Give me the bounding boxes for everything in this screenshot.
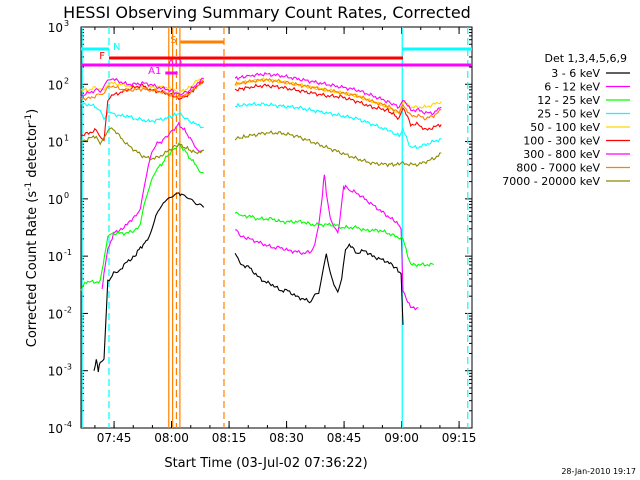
y-axis-label-part: Corrected Count Rate (s xyxy=(25,191,40,348)
series-line xyxy=(80,79,204,102)
series-line xyxy=(80,142,204,291)
y-tick-label: 10 xyxy=(48,136,63,150)
y-tick-exponent: 3 xyxy=(64,19,69,28)
y-tick-label: 10 xyxy=(48,193,63,207)
y-axis-label-sup: -1 xyxy=(24,114,34,123)
series-lines xyxy=(80,71,442,373)
series-line xyxy=(80,78,205,97)
series-line xyxy=(234,78,442,121)
legend-label: 300 - 800 keV xyxy=(523,148,600,161)
series-line xyxy=(93,192,205,373)
series-line xyxy=(235,174,419,311)
flag-label: AD xyxy=(168,58,183,69)
legend-label: 6 - 12 keV xyxy=(544,81,600,94)
series-line xyxy=(80,127,204,161)
x-tick-label: 08:15 xyxy=(212,431,247,445)
series-line xyxy=(234,101,442,150)
legend-label: 3 - 6 keV xyxy=(551,67,600,80)
x-tick-label: 07:45 xyxy=(97,431,132,445)
legend-label: 50 - 100 keV xyxy=(530,121,600,134)
y-axis-label-part: detector xyxy=(25,122,40,182)
x-tick-label: 09:15 xyxy=(442,431,477,445)
series-line xyxy=(80,81,205,142)
chart-title: HESSI Observing Summary Count Rates, Cor… xyxy=(63,3,471,22)
flag-label: A1 xyxy=(148,66,161,77)
y-axis-label: Corrected Count Rate (s-1 detector-1) xyxy=(24,109,40,347)
series-line xyxy=(80,102,204,129)
series-line xyxy=(234,83,442,131)
y-tick-exponent: -1 xyxy=(64,248,72,257)
flag-label: N xyxy=(113,42,120,53)
flag-label: S xyxy=(170,35,176,46)
y-tick-label: 10 xyxy=(48,21,63,35)
plot-frame xyxy=(80,26,473,429)
y-tick-label: 10 xyxy=(48,78,63,92)
series-line xyxy=(234,211,434,268)
y-tick-exponent: 2 xyxy=(64,76,69,85)
series-line xyxy=(234,77,442,113)
y-tick-label: 10 xyxy=(48,365,63,379)
x-tick-label: 08:45 xyxy=(327,431,362,445)
series-line xyxy=(234,243,404,325)
series-line xyxy=(234,71,442,116)
x-tick-label: 09:00 xyxy=(384,431,419,445)
y-tick-exponent: 0 xyxy=(64,191,69,200)
legend-label: 800 - 7000 keV xyxy=(516,162,600,175)
x-tick-labels: 07:45 08:00 08:15 08:30 08:45 09:00 09:15 xyxy=(97,431,477,445)
y-tick-label: 10 xyxy=(48,422,63,436)
y-axis-label-part: ) xyxy=(25,109,40,114)
legend-label: 7000 - 20000 keV xyxy=(502,175,600,188)
legend-label: 25 - 50 keV xyxy=(537,108,600,121)
flag-bars: S NF AD A1 xyxy=(81,35,472,77)
legend-label: 100 - 300 keV xyxy=(523,135,600,148)
timestamp-footer: 28-Jan-2010 19:17 xyxy=(561,467,636,476)
y-tick-exponent: 1 xyxy=(64,134,69,143)
y-axis-label-sup: -1 xyxy=(24,182,34,191)
y-tick-exponent: -4 xyxy=(64,420,72,429)
x-axis-label: Start Time (03-Jul-02 07:36:22) xyxy=(164,456,367,471)
flag-label: F xyxy=(99,51,105,62)
plot-area xyxy=(80,26,473,429)
x-tick-label: 08:30 xyxy=(269,431,304,445)
legend-title: Det 1,3,4,5,6,9 xyxy=(544,52,627,65)
y-tick-label: 10 xyxy=(48,250,63,264)
y-tick-label: 10 xyxy=(48,307,63,321)
series-line xyxy=(101,121,204,290)
y-tick-exponent: -3 xyxy=(64,363,72,372)
legend-label: 12 - 25 keV xyxy=(537,94,600,107)
y-tick-exponent: -2 xyxy=(64,305,72,314)
series-line xyxy=(80,77,204,98)
x-tick-label: 08:00 xyxy=(154,431,189,445)
series-line xyxy=(234,130,442,168)
